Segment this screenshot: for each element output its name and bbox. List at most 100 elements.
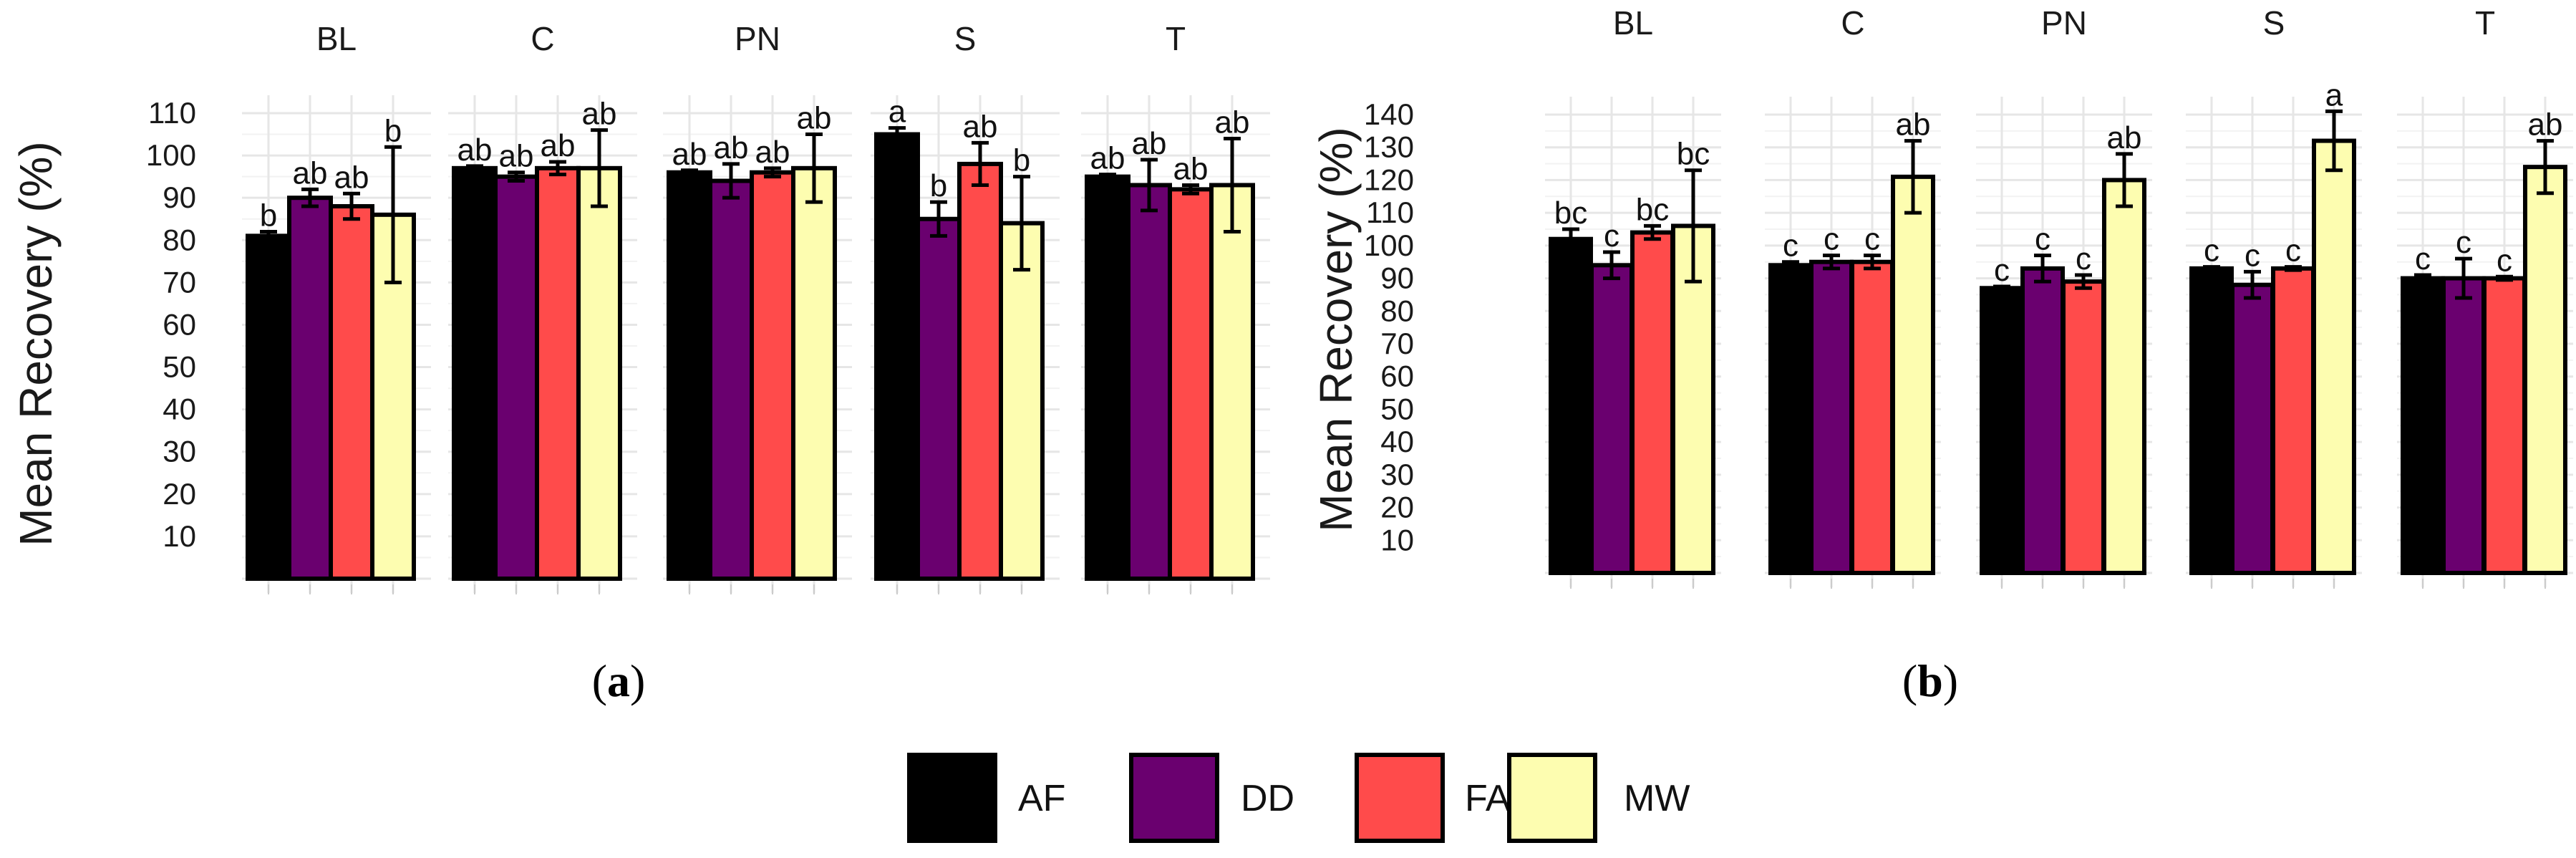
significance-label-a-C-FA: ab [541, 128, 576, 163]
y-tick-label-b-30: 30 [1380, 458, 1414, 491]
facet-title-b-T: T [2475, 4, 2495, 42]
bar-a-T-MW [1209, 183, 1255, 582]
significance-label-b-PN-AF: c [1994, 253, 2010, 288]
bar-b-S-DD [2230, 282, 2275, 575]
error-bar-a-BL-AF [260, 229, 277, 242]
error-bar-b-PN-AF [1993, 284, 2010, 292]
bar-b-T-DD [2441, 276, 2486, 575]
y-tick-label-b-110: 110 [1366, 196, 1414, 229]
significance-label-b-T-DD: c [2456, 225, 2471, 260]
facet-title-a-T: T [1166, 20, 1186, 57]
legend-swatch-af [907, 753, 997, 843]
bar-a-BL-AF [246, 233, 291, 581]
y-tick-label-a-60: 60 [163, 307, 196, 341]
bar-a-T-AF [1085, 174, 1130, 582]
y-tick-label-b-50: 50 [1380, 392, 1414, 425]
facet-title-a-PN: PN [735, 20, 780, 57]
bar-b-S-AF [2189, 266, 2234, 575]
bar-b-C-FA [1850, 259, 1894, 575]
error-bar-b-T-AF [2414, 273, 2431, 284]
error-bar-b-S-FA [2285, 265, 2302, 272]
bar-b-PN-MW [2102, 178, 2146, 575]
legend-swatch-fa [1355, 753, 1445, 843]
significance-label-b-BL-MW: bc [1677, 137, 1710, 172]
facet-title-b-S: S [2263, 4, 2285, 42]
significance-label-a-S-FA: ab [963, 109, 998, 144]
significance-label-a-BL-MW: b [384, 113, 402, 148]
y-axis-label-b: Mean Recovery (%) [1310, 127, 1362, 532]
significance-label-a-C-MW: ab [582, 97, 617, 132]
y-tick-label-b-130: 130 [1364, 130, 1414, 164]
bar-a-PN-AF [667, 170, 712, 581]
error-bar-a-BL-FA [343, 191, 360, 221]
y-tick-label-b-10: 10 [1380, 523, 1414, 556]
error-bar-b-PN-DD [2034, 254, 2051, 284]
panel-a: Mean Recovery (%) 10 20 30 40 50 60 70 80 90 100 11… [10, 20, 1270, 594]
error-bar-b-C-AF [1782, 260, 1799, 271]
y-axis-label-a: Mean Recovery (%) [10, 141, 62, 546]
y-tick-label-a-50: 50 [163, 350, 196, 384]
bar-b-C-AF [1768, 263, 1813, 575]
significance-label-b-C-MW: ab [1896, 107, 1931, 143]
error-bar-a-T-FA [1182, 183, 1199, 196]
bar-a-BL-DD [287, 196, 333, 581]
error-bar-b-T-DD [2455, 256, 2472, 300]
error-bar-a-PN-FA [764, 166, 781, 179]
facet-title-a-C: C [531, 20, 554, 57]
significance-label-a-BL-FA: ab [334, 160, 369, 195]
error-bar-b-BL-MW [1685, 168, 1702, 284]
error-bar-a-C-MW [591, 128, 608, 208]
y-tick-label-a-30: 30 [163, 435, 196, 468]
significance-label-b-BL-DD: c [1604, 218, 1619, 254]
legend-label-mw: MW [1624, 778, 1690, 819]
y-tick-label-b-70: 70 [1380, 327, 1414, 360]
significance-label-a-PN-DD: ab [714, 130, 749, 165]
significance-label-a-S-DD: b [930, 168, 947, 203]
significance-label-a-T-MW: ab [1215, 105, 1250, 140]
error-bar-a-S-MW [1013, 175, 1030, 272]
significance-label-a-PN-MW: ab [797, 101, 832, 136]
legend-label-af: AF [1018, 778, 1065, 819]
facet-title-b-BL: BL [1613, 4, 1653, 42]
bar-b-T-AF [2401, 276, 2445, 575]
error-bar-a-T-DD [1141, 158, 1158, 213]
error-bar-b-PN-MW [2116, 152, 2133, 208]
error-bar-b-S-AF [2203, 265, 2220, 272]
significance-label-a-S-AF: a [888, 95, 906, 130]
significance-label-b-S-AF: c [2204, 233, 2219, 269]
error-bar-a-C-DD [508, 170, 525, 183]
error-bar-a-PN-DD [722, 162, 740, 200]
significance-label-a-S-MW: b [1013, 143, 1030, 178]
bar-a-PN-FA [750, 170, 795, 581]
error-bar-a-S-DD [930, 200, 947, 238]
error-bar-a-BL-DD [301, 187, 319, 208]
bar-a-S-DD [916, 216, 962, 581]
error-bar-a-S-FA [972, 140, 989, 187]
bar-b-S-MW [2312, 138, 2356, 576]
y-tick-label-a-100: 100 [146, 138, 196, 172]
error-bar-b-S-DD [2244, 269, 2261, 300]
significance-label-b-S-MW: a [2325, 77, 2343, 112]
error-bar-a-C-AF [466, 164, 483, 173]
error-bar-a-T-AF [1099, 173, 1116, 181]
legend: AF DD FA MW [907, 753, 1690, 843]
facet-title-a-BL: BL [316, 20, 357, 57]
bar-a-PN-MW [791, 165, 837, 581]
legend-label-dd: DD [1241, 778, 1294, 819]
significance-label-b-BL-FA: bc [1636, 192, 1669, 227]
significance-label-b-PN-MW: ab [2107, 120, 2142, 155]
y-tick-label-b-90: 90 [1380, 261, 1414, 295]
significance-label-b-C-AF: c [1783, 228, 1798, 264]
legend-label-fa: FA [1465, 778, 1511, 819]
y-tick-label-b-100: 100 [1364, 228, 1414, 262]
significance-label-a-PN-FA: ab [755, 135, 790, 170]
y-tick-label-b-40: 40 [1380, 425, 1414, 458]
error-bar-b-S-MW [2325, 109, 2343, 173]
significance-label-a-BL-DD: ab [293, 155, 328, 191]
y-tick-label-b-120: 120 [1364, 163, 1414, 196]
significance-label-a-C-AF: ab [457, 132, 493, 168]
